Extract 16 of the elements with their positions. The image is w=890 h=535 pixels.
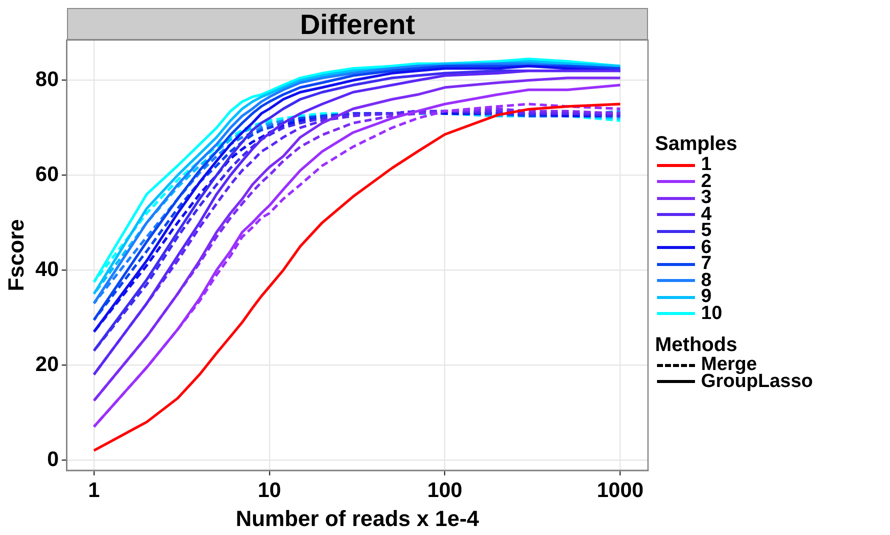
- y-tick-label: 60: [35, 163, 59, 186]
- x-tick-label: 10: [258, 478, 282, 502]
- text: Merge: [701, 354, 757, 376]
- legend-title: Samples: [655, 133, 738, 156]
- x-tick-label: 100: [427, 478, 462, 502]
- text: Methods: [655, 334, 738, 356]
- y-tick-label: 40: [35, 258, 59, 281]
- x-axis-title: Number of reads x 1e-4: [236, 506, 480, 531]
- y-axis-title: Fscore: [3, 219, 28, 292]
- y-tick-label: 20: [35, 352, 59, 376]
- chart-title: Different: [67, 8, 648, 40]
- x-tick-label: 1: [88, 478, 100, 502]
- x-tick-label: 1000: [596, 478, 644, 502]
- legend-label: 10: [701, 302, 722, 325]
- y-tick-label: 0: [47, 448, 59, 471]
- y-tick-label: 80: [35, 68, 59, 92]
